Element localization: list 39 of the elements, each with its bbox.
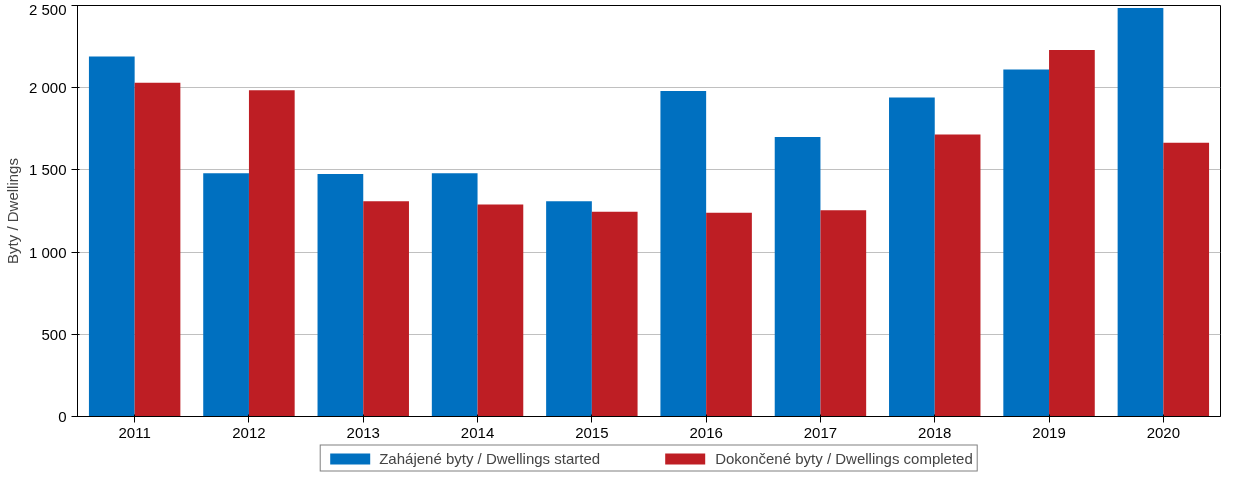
x-tick-label: 2013 bbox=[346, 423, 380, 441]
y-tick-label: 2 000 bbox=[28, 79, 67, 97]
y-tick-label: 2 500 bbox=[28, 0, 67, 18]
bar bbox=[431, 173, 478, 417]
bar bbox=[134, 82, 181, 417]
x-tick-label: 2014 bbox=[460, 423, 495, 441]
bar bbox=[88, 56, 135, 417]
x-tick-label: 2017 bbox=[803, 423, 838, 441]
bar bbox=[317, 174, 364, 417]
bar bbox=[203, 173, 249, 417]
bar bbox=[477, 204, 524, 417]
bar bbox=[1003, 69, 1050, 417]
bar bbox=[248, 90, 295, 417]
y-tick-label: 1 000 bbox=[28, 243, 67, 261]
y-tick-label: 500 bbox=[41, 325, 67, 343]
bar bbox=[820, 210, 867, 417]
y-tick-label: 1 500 bbox=[28, 161, 67, 179]
x-tick-label: 2018 bbox=[918, 423, 952, 441]
bar bbox=[1163, 142, 1210, 417]
legend-label: Zahájené byty / Dwellings started bbox=[379, 449, 601, 467]
bar bbox=[774, 137, 821, 417]
x-tick-label: 2011 bbox=[118, 423, 151, 441]
bar bbox=[1049, 49, 1095, 417]
x-tick-label: 2020 bbox=[1146, 423, 1181, 441]
bar bbox=[934, 134, 981, 417]
bar bbox=[546, 201, 592, 417]
y-axis-title: Byty / Dwellings bbox=[3, 158, 21, 264]
bar bbox=[660, 90, 707, 417]
bar bbox=[1117, 7, 1164, 417]
bar bbox=[706, 212, 752, 417]
x-tick-label: 2012 bbox=[232, 423, 266, 441]
bar bbox=[889, 97, 935, 417]
x-tick-label: 2019 bbox=[1032, 423, 1066, 441]
bar bbox=[591, 211, 638, 417]
legend-label: Dokončené byty / Dwellings completed bbox=[715, 449, 973, 467]
x-tick-label: 2015 bbox=[575, 423, 609, 441]
bar bbox=[363, 201, 409, 417]
y-tick-label: 0 bbox=[58, 408, 67, 425]
x-tick-label: 2016 bbox=[689, 423, 723, 441]
